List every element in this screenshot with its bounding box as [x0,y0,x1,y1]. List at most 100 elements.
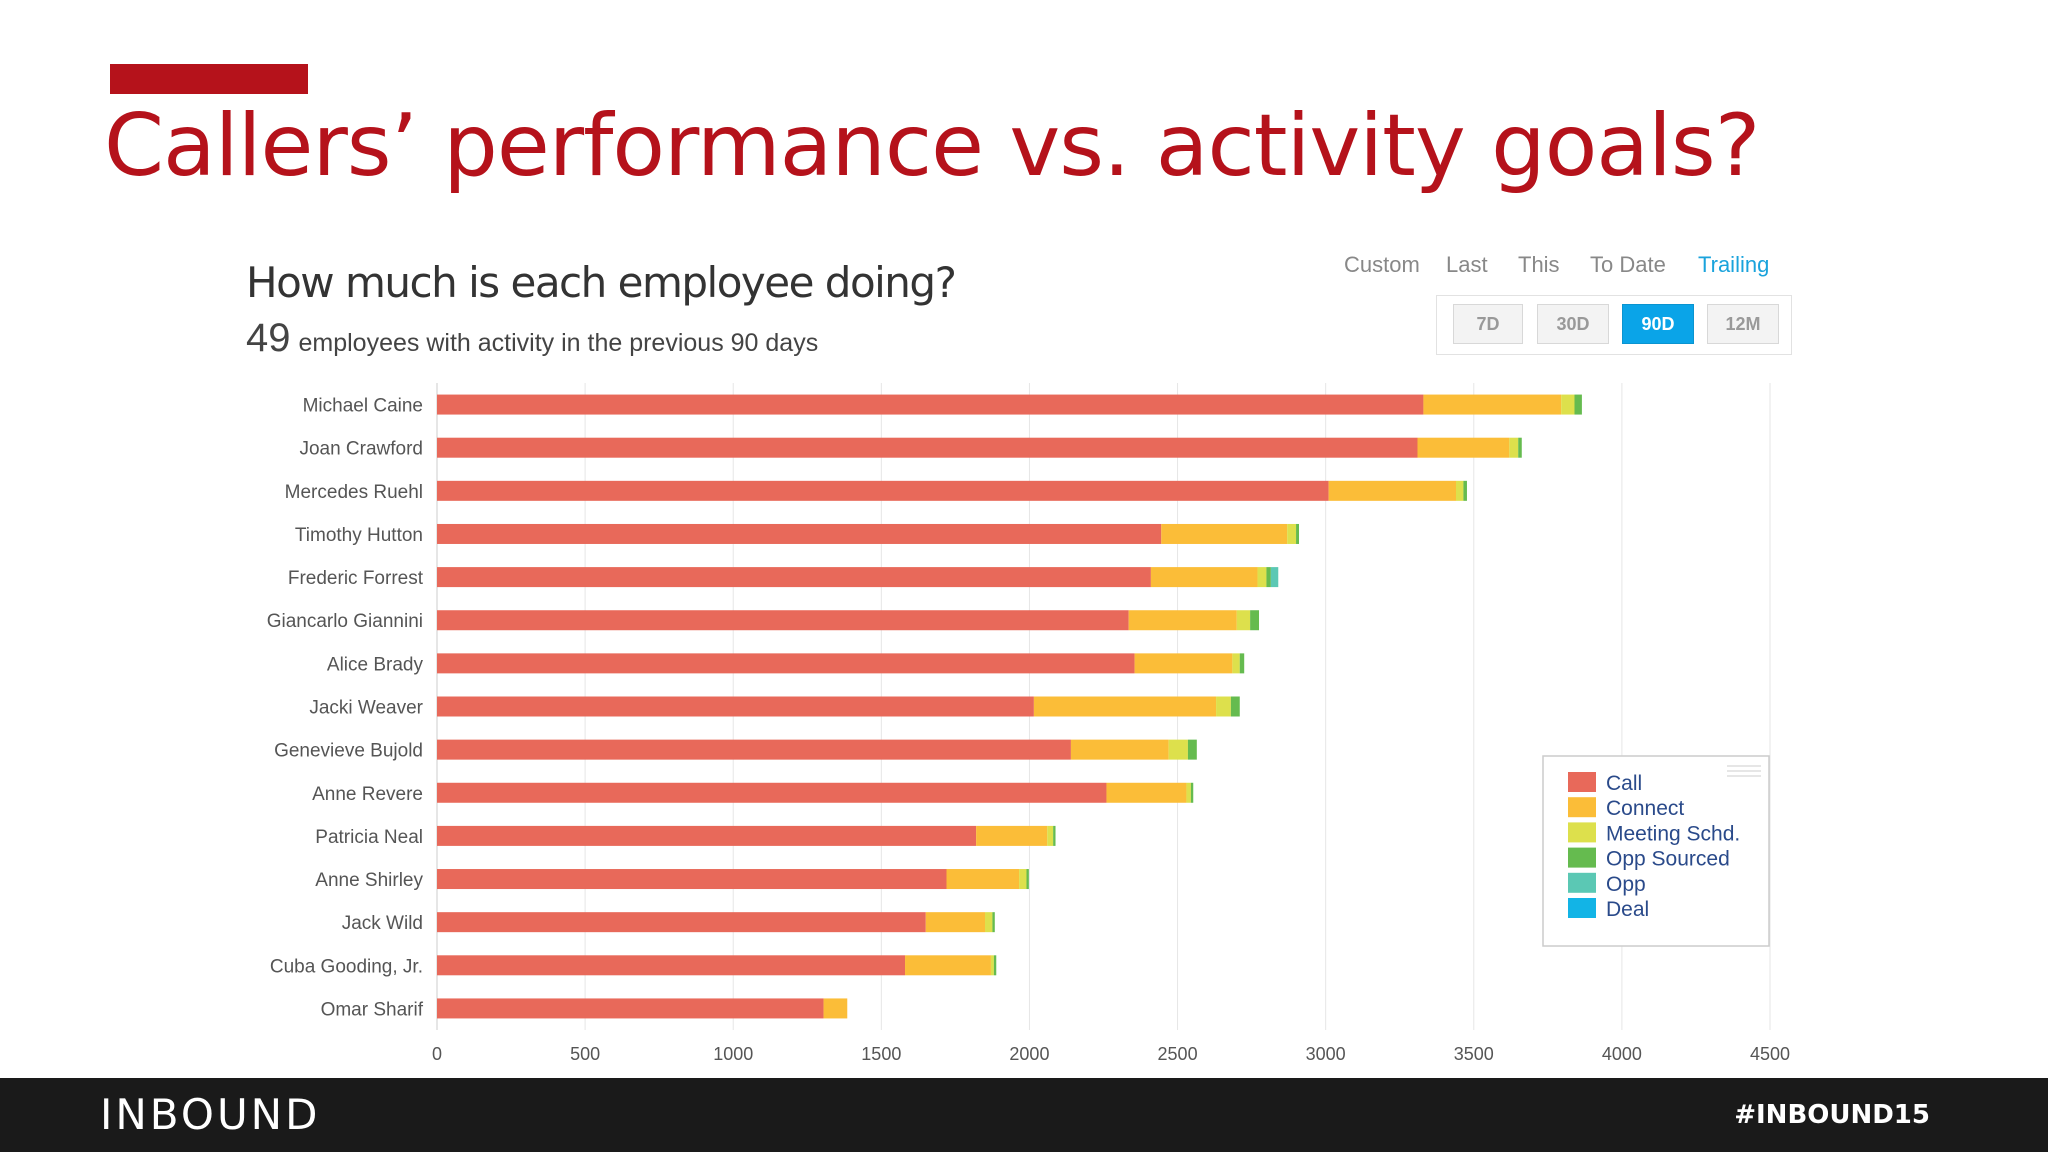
legend-label-deal: Deal [1606,898,1649,921]
bar-timothy-hutton-meeting-schd [1287,523,1297,544]
bar-michael-caine-connect [1423,394,1562,415]
period-30d-button[interactable]: 30D [1537,304,1609,344]
category-label-anne-shirley: Anne Shirley [315,870,423,891]
bar-michael-caine-meeting-schd [1561,394,1575,415]
bar-patricia-neal-opp-sourced [1053,825,1056,846]
bar-alice-brady-call [437,653,1135,674]
x-tick-label-0: 0 [432,1044,442,1064]
bar-giancarlo-giannini-call [437,610,1129,631]
bar-joan-crawford-meeting-schd [1509,437,1519,458]
tab-last[interactable]: Last [1446,252,1488,277]
footer-hashtag: #INBOUND15 [1734,1100,1930,1130]
bar-frederic-forrest-opp [1270,567,1279,588]
bar-jack-wild-meeting-schd [985,912,993,933]
x-tick-label-3000: 3000 [1306,1044,1346,1064]
bar-genevieve-bujold-meeting-schd [1168,739,1188,760]
bar-michael-caine-opp-sourced [1574,394,1582,415]
x-tick-label-2500: 2500 [1158,1044,1198,1064]
x-tick-label-1000: 1000 [713,1044,753,1064]
bar-anne-revere-call [437,782,1107,803]
legend-label-opp: Opp [1606,873,1646,896]
category-label-patricia-neal: Patricia Neal [315,827,423,848]
employee-count: 49 [246,316,291,360]
bar-mercedes-ruehl-connect [1328,480,1457,501]
legend-swatch-opp-sourced [1568,847,1596,868]
bar-timothy-hutton-call [437,523,1162,544]
category-label-frederic-forrest: Frederic Forrest [288,568,424,589]
x-tick-label-4500: 4500 [1750,1044,1790,1064]
chart-title: How much is each employee doing? [246,258,957,307]
bar-anne-shirley-connect [946,869,1020,890]
bar-giancarlo-giannini-meeting-schd [1236,610,1251,631]
bar-jacki-weaver-call [437,696,1034,717]
bar-jack-wild-call [437,912,926,933]
bar-genevieve-bujold-call [437,739,1071,760]
bar-timothy-hutton-connect [1161,523,1288,544]
bar-patricia-neal-meeting-schd [1047,825,1054,846]
bar-timothy-hutton-opp-sourced [1296,523,1300,544]
bar-frederic-forrest-connect [1150,567,1258,588]
category-label-cuba-gooding-jr: Cuba Gooding, Jr. [270,956,423,977]
period-12m-button[interactable]: 12M [1707,304,1779,344]
bar-mercedes-ruehl-meeting-schd [1456,480,1464,501]
bar-genevieve-bujold-opp-sourced [1187,739,1197,760]
bar-anne-shirley-meeting-schd [1019,869,1027,890]
category-label-michael-caine: Michael Caine [303,396,423,417]
range-tabs: Custom Last This To Date Trailing [1330,252,1774,280]
x-tick-label-2000: 2000 [1009,1044,1049,1064]
bar-joan-crawford-opp-sourced [1518,437,1522,458]
bar-alice-brady-connect [1134,653,1233,674]
category-label-genevieve-bujold: Genevieve Bujold [274,741,423,762]
category-label-mercedes-ruehl: Mercedes Ruehl [285,482,423,503]
bar-giancarlo-giannini-opp-sourced [1250,610,1260,631]
category-label-omar-sharif: Omar Sharif [321,999,424,1020]
bar-jacki-weaver-connect [1033,696,1217,717]
bar-giancarlo-giannini-connect [1128,610,1237,631]
tab-trailing[interactable]: Trailing [1698,252,1770,277]
category-label-giancarlo-giannini: Giancarlo Giannini [267,611,423,632]
period-button-group: 7D 30D 90D 12M [1436,295,1792,355]
bar-jacki-weaver-opp-sourced [1230,696,1240,717]
x-tick-label-1500: 1500 [861,1044,901,1064]
category-label-jack-wild: Jack Wild [342,913,423,934]
tab-to-date[interactable]: To Date [1590,252,1666,277]
tab-this[interactable]: This [1518,252,1560,277]
category-label-joan-crawford: Joan Crawford [299,439,423,460]
tab-custom[interactable]: Custom [1344,252,1420,277]
legend-swatch-connect [1568,797,1596,818]
bar-anne-shirley-opp-sourced [1026,869,1029,890]
bar-anne-revere-connect [1106,782,1187,803]
legend-label-opp-sourced: Opp Sourced [1606,848,1730,871]
bar-patricia-neal-connect [976,825,1048,846]
category-label-timothy-hutton: Timothy Hutton [295,525,423,546]
bar-anne-shirley-call [437,869,947,890]
bar-anne-revere-opp-sourced [1190,782,1194,803]
bar-genevieve-bujold-connect [1070,739,1169,760]
bar-michael-caine-call [437,394,1424,415]
bar-frederic-forrest-call [437,567,1151,588]
bar-alice-brady-opp-sourced [1239,653,1245,674]
employee-count-description: employees with activity in the previous … [298,329,819,357]
bar-cuba-gooding-jr-connect [905,955,991,976]
bar-jack-wild-opp-sourced [992,912,995,933]
bar-patricia-neal-call [437,825,977,846]
bar-frederic-forrest-meeting-schd [1257,567,1267,588]
bar-anne-revere-meeting-schd [1186,782,1191,803]
bar-cuba-gooding-jr-opp-sourced [993,955,997,976]
slide-title: Callers’ performance vs. activity goals? [104,96,1760,196]
legend-swatch-opp [1568,872,1596,893]
bar-cuba-gooding-jr-call [437,955,906,976]
bar-omar-sharif-connect [823,998,848,1019]
bar-omar-sharif-call [437,998,824,1019]
bar-joan-crawford-call [437,437,1418,458]
bar-jacki-weaver-meeting-schd [1216,696,1231,717]
category-label-anne-revere: Anne Revere [312,784,423,805]
period-90d-button[interactable]: 90D [1622,304,1694,344]
period-7d-button[interactable]: 7D [1453,304,1523,344]
legend-swatch-deal [1568,898,1596,918]
legend-swatch-call [1568,772,1596,792]
legend-label-connect: Connect [1606,797,1684,820]
x-tick-label-3500: 3500 [1454,1044,1494,1064]
x-tick-label-4000: 4000 [1602,1044,1642,1064]
legend-label-meeting-schd: Meeting Schd. [1606,822,1740,845]
